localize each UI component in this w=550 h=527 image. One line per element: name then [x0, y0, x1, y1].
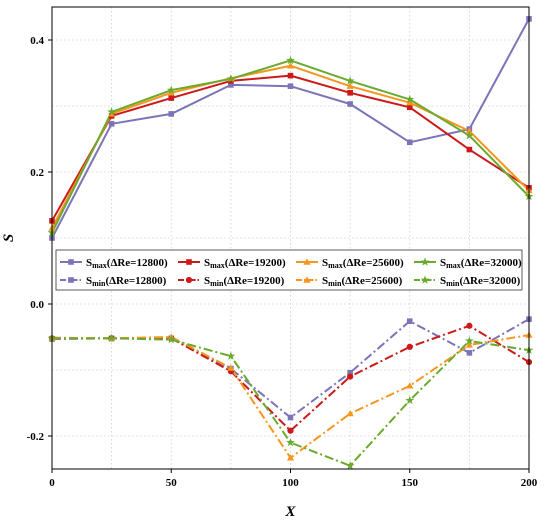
data-point-7-1 — [107, 333, 116, 343]
data-point-1-4 — [287, 72, 294, 79]
data-point-2-5 — [346, 82, 354, 89]
data-point-7-4 — [286, 438, 295, 447]
x-tick-label: 50 — [166, 477, 178, 489]
data-point-4-4 — [287, 414, 294, 421]
data-point-1-5 — [347, 90, 353, 96]
data-point-0-1 — [108, 121, 115, 127]
data-point-0-5 — [347, 101, 353, 107]
data-point-2-7 — [465, 127, 473, 134]
legend: Smax(ΔRe=12800) Smax(ΔRe=19200) Smax(ΔRe=2… — [55, 249, 523, 291]
data-point-5-6 — [406, 343, 413, 350]
data-point-3-4 — [286, 55, 295, 65]
data-point-1-7 — [466, 146, 473, 153]
data-point-7-3 — [226, 351, 236, 360]
legend-entry-label: Smax(ΔRe=12800) — [86, 257, 168, 270]
data-point-3-5 — [345, 76, 355, 85]
legend-entry-label: Smin(ΔRe=32000) — [440, 275, 521, 288]
x-tick-label: 150 — [402, 477, 419, 489]
legend-entry-label: Smin(ΔRe=25600) — [322, 275, 403, 288]
data-point-6-4 — [286, 454, 295, 461]
data-point-6-7 — [465, 341, 473, 348]
x-tick-label: 200 — [521, 477, 538, 489]
data-point-4-6 — [406, 318, 413, 324]
data-point-1-2 — [168, 95, 175, 101]
data-point-2-6 — [406, 99, 414, 106]
data-point-1-6 — [406, 104, 413, 111]
legend-entry-label: Smin(ΔRe=19200) — [204, 275, 285, 288]
legend-swatch-marker — [420, 257, 430, 266]
data-point-5-5 — [347, 373, 354, 380]
x-tick-label: 0 — [49, 477, 55, 489]
data-point-3-3 — [226, 74, 236, 83]
x-tick-label: 100 — [282, 477, 299, 489]
data-point-3-7 — [465, 131, 474, 140]
data-point-4-5 — [347, 369, 353, 376]
data-point-0-6 — [406, 139, 413, 146]
y-axis-title: S — [1, 234, 17, 242]
data-point-3-1 — [107, 107, 116, 116]
data-point-6-3 — [227, 364, 235, 371]
y-tick-label: 0.2 — [30, 167, 44, 179]
series-line-7 — [52, 337, 530, 467]
data-point-3-2 — [166, 85, 176, 94]
data-point-3-6 — [405, 94, 415, 104]
data-point-2-4 — [286, 62, 295, 69]
legend-entry-label: Smax(ΔRe=32000) — [440, 257, 522, 270]
legend-swatch-marker — [68, 277, 74, 283]
series-line-5 — [52, 324, 530, 432]
data-point-7-2 — [166, 335, 176, 344]
data-point-7-5 — [345, 461, 355, 470]
y-tick-label: 0.4 — [30, 35, 44, 47]
legend-swatch-marker — [186, 259, 192, 265]
data-point-0-2 — [168, 111, 175, 117]
data-point-6-5 — [346, 409, 354, 417]
data-point-0-3 — [228, 82, 234, 88]
data-point-5-4 — [287, 427, 294, 434]
legend-swatch-marker — [68, 259, 74, 265]
legend-swatch-marker — [303, 276, 311, 283]
legend-entry-label: Smax(ΔRe=25600) — [322, 257, 404, 270]
data-point-2-2 — [167, 89, 175, 96]
axis-ticks: 0 50 100 150 200 -0.2 0.0 0.2 0.4 — [27, 35, 538, 489]
y-tick-label: -0.2 — [27, 431, 45, 443]
data-point-4-7 — [466, 350, 473, 356]
legend-entry-label: Smin(ΔRe=12800) — [86, 275, 167, 288]
data-point-6-6 — [406, 382, 414, 389]
data-point-0-4 — [287, 83, 294, 89]
data-point-5-7 — [466, 322, 473, 329]
legend-swatch-marker — [185, 276, 193, 284]
x-axis-title: X — [284, 504, 296, 520]
data-point-7-6 — [405, 395, 415, 405]
legend-entry-label: Smax(ΔRe=19200) — [204, 257, 286, 270]
data-point-7-7 — [465, 336, 474, 345]
legend-swatch-marker — [420, 275, 430, 284]
legend-swatch-marker — [303, 258, 311, 265]
y-tick-label: 0.0 — [30, 299, 44, 311]
legend-box — [55, 249, 523, 291]
